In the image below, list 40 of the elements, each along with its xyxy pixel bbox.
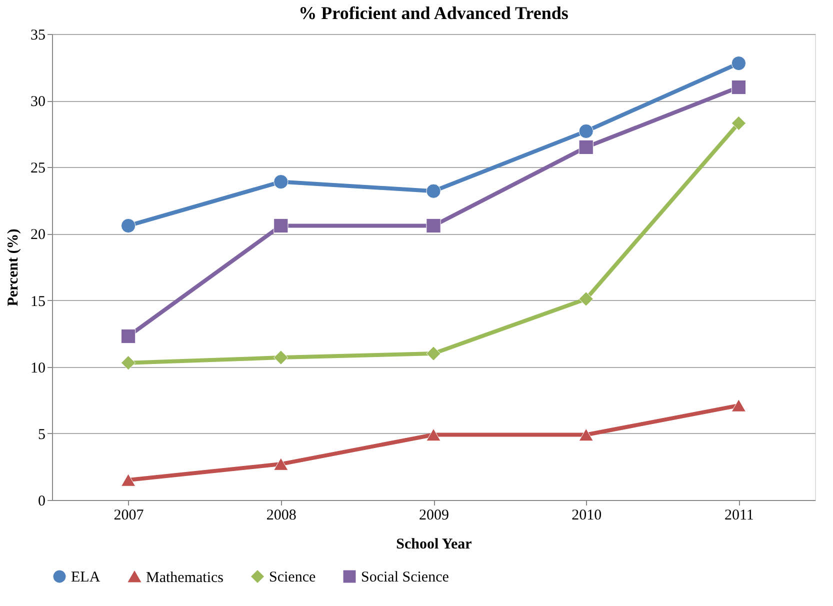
y-tick-label: 25 (30, 160, 46, 177)
point (120, 474, 136, 486)
point (578, 140, 594, 154)
point (578, 124, 594, 138)
x-tick-label: 2009 (419, 508, 449, 524)
x-axis-title: School Year (396, 536, 472, 552)
x-tick-label: 2007 (114, 508, 144, 524)
y-tick-label: 20 (30, 227, 46, 244)
chart-title: % Proficient and Advanced Trends (298, 3, 568, 23)
y-tick-label: 30 (30, 94, 46, 110)
point (120, 356, 136, 370)
point (578, 428, 594, 442)
point (731, 399, 746, 412)
point (426, 218, 441, 234)
point (274, 350, 288, 365)
point (426, 184, 441, 198)
x-tick-label: 2008 (266, 508, 296, 524)
point (274, 458, 288, 470)
point (274, 218, 288, 234)
point (731, 80, 746, 95)
x-tick-label: 2011 (724, 508, 754, 524)
point (120, 218, 136, 234)
legend-label: Social Science (361, 570, 450, 586)
point (120, 328, 136, 344)
x-tick-label: 2010 (572, 508, 602, 524)
point (426, 346, 441, 361)
legend-label: ELA (71, 570, 100, 586)
y-tick-label: 15 (30, 294, 46, 310)
y-tick-label: 0 (38, 494, 46, 510)
point (274, 174, 288, 190)
y-tick-label: 10 (30, 360, 46, 376)
point (578, 292, 594, 306)
y-tick-label: 35 (30, 28, 46, 44)
point (426, 428, 441, 442)
y-tick-label: 5 (38, 426, 46, 443)
point (731, 56, 746, 71)
point (731, 116, 746, 131)
legend-label: Science (269, 570, 316, 586)
legend-label: Mathematics (146, 570, 224, 586)
y-axis-title: Percent (%) (6, 228, 22, 306)
